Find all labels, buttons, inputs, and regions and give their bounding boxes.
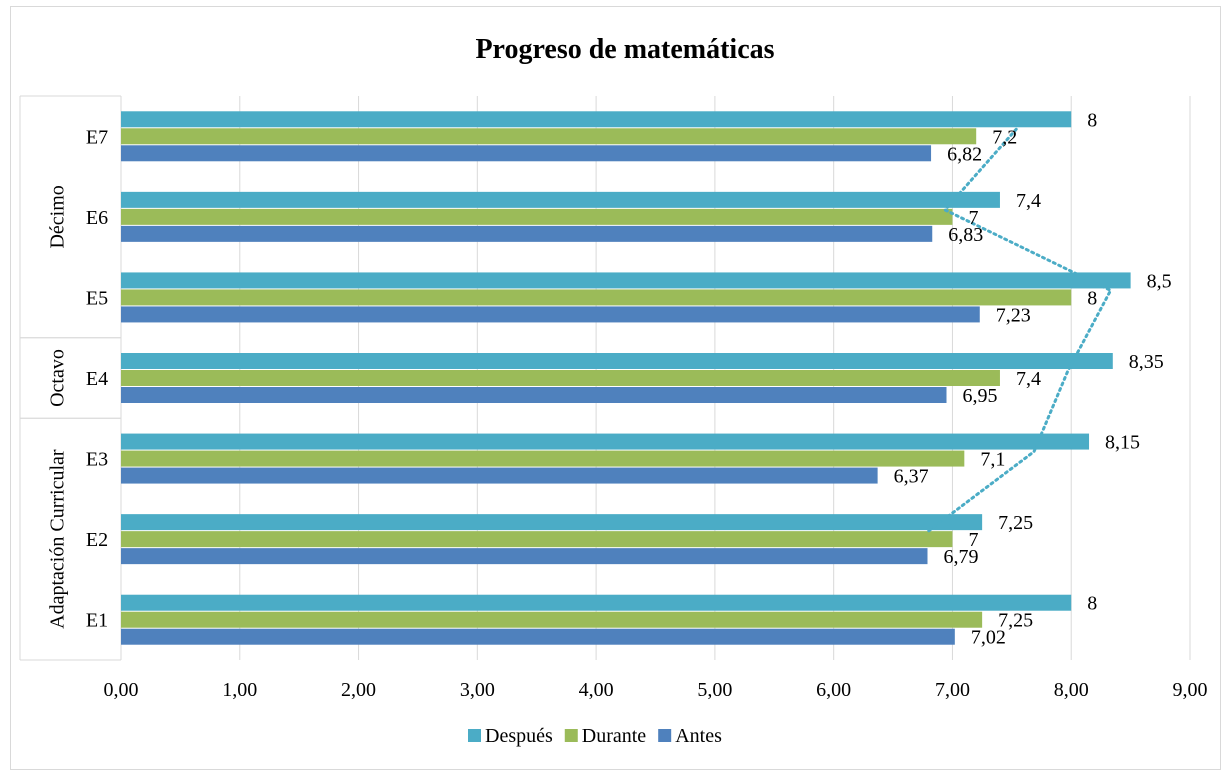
category-label: E2 — [86, 529, 108, 551]
x-tick-label: 9,00 — [1173, 679, 1208, 701]
data-label: 7,23 — [996, 304, 1031, 326]
data-label: 8 — [1087, 109, 1097, 131]
data-label: 6,79 — [944, 546, 979, 568]
legend-label: Antes — [675, 725, 722, 747]
category-label: E5 — [86, 287, 108, 309]
legend-swatch — [468, 729, 481, 742]
x-axis: 0,00 1,00 2,00 3,00 4,00 5,00 6,00 7,00 8,00 9,00… — [86, 126, 1208, 701]
data-label: 6,95 — [963, 385, 998, 407]
trendline-path — [925, 127, 1113, 534]
x-tick-label: 8,00 — [1054, 679, 1089, 701]
bar-durante — [121, 611, 983, 628]
legend-label: Después — [485, 725, 553, 747]
chart-title: Progreso de matemáticas — [475, 34, 774, 65]
legend: Después Durante Antes — [468, 725, 722, 747]
data-label: 7,1 — [980, 449, 1005, 471]
x-tick-label: 2,00 — [341, 679, 376, 701]
group-label: Décimo — [47, 185, 69, 248]
bar-durante — [121, 289, 1072, 306]
data-label: 7,2 — [992, 126, 1017, 148]
bar-durante — [121, 128, 977, 145]
bar-después — [121, 111, 1072, 128]
x-tick-label: 1,00 — [222, 679, 257, 701]
data-label: 7,4 — [1016, 368, 1041, 390]
x-tick-label: 6,00 — [816, 679, 851, 701]
category-label: E6 — [86, 207, 108, 229]
x-tick-label: 3,00 — [460, 679, 495, 701]
data-label: 8 — [1087, 593, 1097, 615]
x-tick-label: 5,00 — [697, 679, 732, 701]
bar-después — [121, 433, 1090, 450]
bar-antes — [121, 628, 955, 645]
bars — [121, 111, 1131, 645]
data-label: 6,37 — [894, 466, 929, 488]
category-groups: Adaptación Curricular Octavo Décimo — [19, 95, 121, 661]
data-label: 8,15 — [1105, 432, 1140, 454]
gridlines — [120, 96, 1191, 660]
trendline — [925, 127, 1113, 534]
bar-antes — [121, 306, 980, 323]
data-label: 7,25 — [998, 610, 1033, 632]
data-label: 8,5 — [1147, 270, 1172, 292]
group-label: Octavo — [47, 349, 69, 407]
group-label: Adaptación Curricular — [47, 449, 69, 629]
data-label: 7 — [968, 207, 978, 229]
bar-después — [121, 353, 1113, 369]
legend-label: Durante — [582, 725, 647, 747]
data-label: 6,82 — [947, 143, 982, 165]
bar-antes — [121, 467, 878, 484]
x-tick-label: 4,00 — [579, 679, 614, 701]
bar-antes — [121, 225, 933, 242]
x-tick-label: 0,00 — [104, 679, 139, 701]
legend-swatch — [658, 729, 672, 742]
data-label: 8 — [1087, 287, 1097, 309]
bar-antes — [121, 145, 932, 162]
category-label: E7 — [86, 126, 108, 148]
data-label: 7,02 — [971, 627, 1006, 649]
legend-swatch — [564, 729, 578, 742]
bar-durante — [121, 208, 953, 225]
data-label: 7,25 — [998, 512, 1033, 534]
bar-antes — [121, 548, 928, 565]
data-label: 6,83 — [948, 224, 983, 246]
category-label: E3 — [86, 449, 108, 471]
data-label: 8,35 — [1129, 351, 1164, 373]
x-tick-label: 7,00 — [935, 679, 970, 701]
data-label: 7 — [968, 529, 978, 551]
data-label: 7,4 — [1016, 190, 1041, 212]
bar-durante — [121, 450, 965, 467]
bar-después — [121, 594, 1072, 611]
bar-después — [121, 514, 983, 531]
category-label: E4 — [86, 368, 108, 390]
bar-después — [121, 272, 1131, 289]
bar-después — [121, 191, 1000, 208]
bar-antes — [121, 387, 947, 403]
category-label: E1 — [86, 610, 108, 632]
bar-durante — [121, 370, 1000, 386]
bar-durante — [121, 531, 953, 548]
data-labels: 87,257,027,2576,798,157,16,378,357,46,95… — [894, 109, 1172, 648]
